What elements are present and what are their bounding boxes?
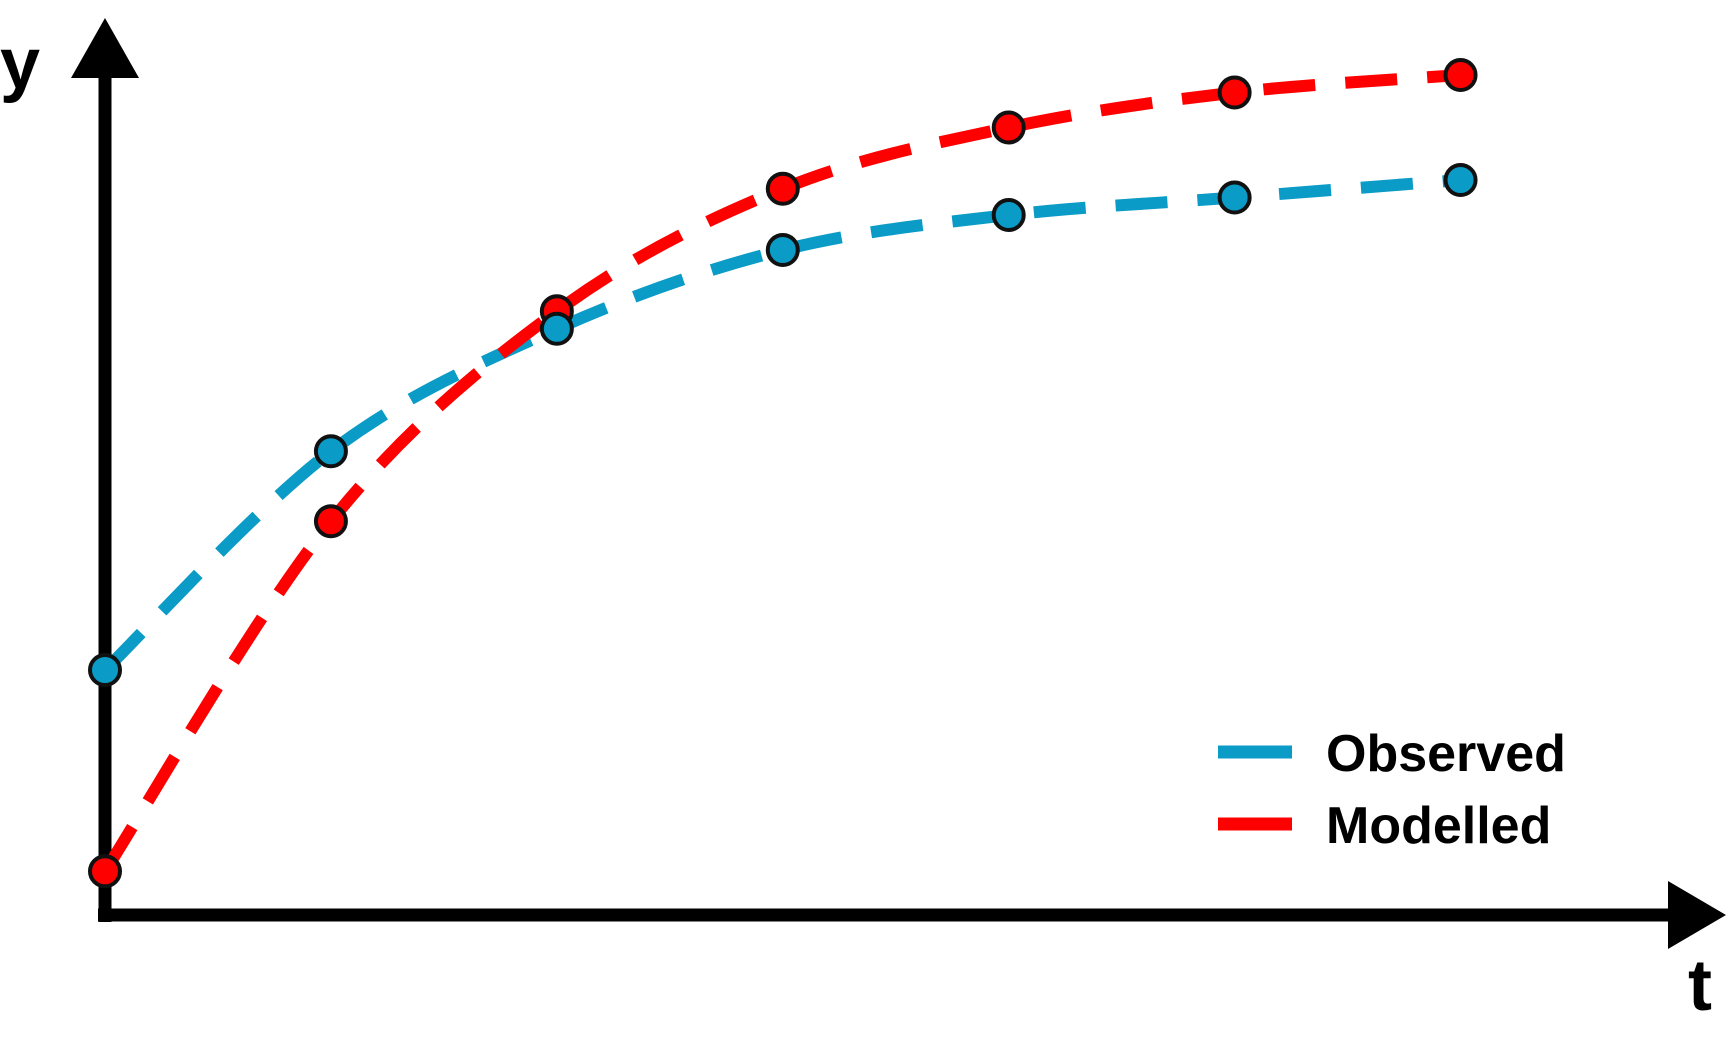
- data-point-modelled: [1443, 58, 1478, 92]
- x-axis-label: t: [1688, 946, 1712, 1026]
- data-point-modelled: [313, 504, 348, 539]
- y-axis-arrowhead: [71, 18, 139, 78]
- data-point-observed: [991, 198, 1026, 232]
- data-point-modelled: [1217, 75, 1252, 110]
- data-point-observed: [88, 653, 122, 687]
- data-point-modelled: [765, 171, 800, 206]
- axes: y t: [0, 18, 1726, 1026]
- x-axis-arrowhead: [1668, 881, 1726, 949]
- data-point-observed: [539, 311, 574, 346]
- legend-label-modelled: Modelled: [1326, 797, 1551, 855]
- legend-label-observed: Observed: [1326, 725, 1566, 783]
- data-point-modelled: [88, 854, 122, 889]
- y-axis-label: y: [0, 24, 40, 104]
- data-point-observed: [1217, 180, 1252, 215]
- legend: Observed Modelled: [1218, 725, 1566, 855]
- data-point-observed: [313, 434, 348, 469]
- data-point-observed: [1443, 163, 1478, 197]
- data-point-modelled: [991, 110, 1026, 145]
- markers-layer: [88, 58, 1478, 889]
- data-point-observed: [765, 233, 800, 267]
